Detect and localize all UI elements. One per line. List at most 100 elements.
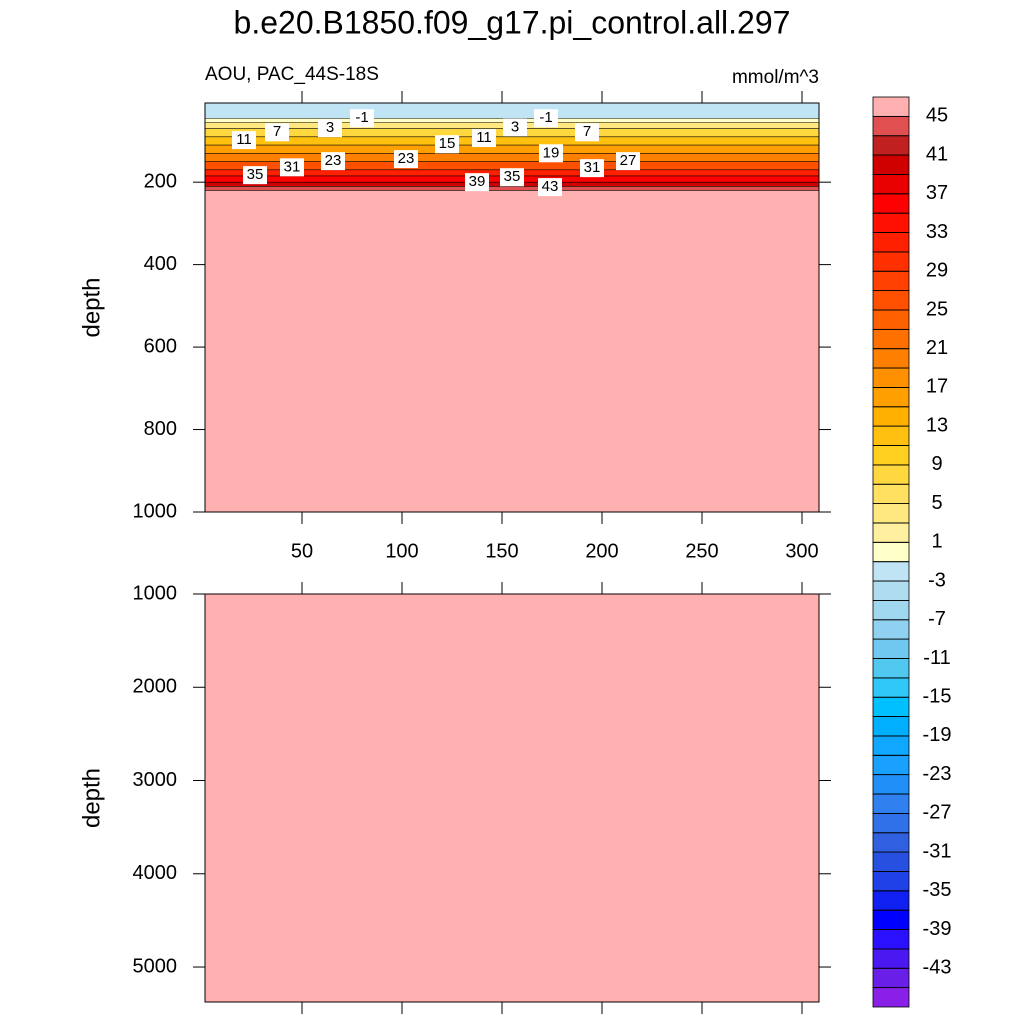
y-tick-label: 1000 xyxy=(133,582,178,604)
contour-band xyxy=(205,594,819,1002)
y-tick-label: 2000 xyxy=(133,676,178,698)
chart-title: b.e20.B1850.f09_g17.pi_control.all.297 xyxy=(234,4,791,40)
colorbar-box xyxy=(872,793,910,814)
colorbar-label: -7 xyxy=(928,608,946,630)
colorbar-box xyxy=(872,832,910,853)
plot-frame xyxy=(204,593,820,1003)
colorbar-box xyxy=(872,774,910,795)
x-tick-label: 300 xyxy=(785,540,818,562)
colorbar-label: 45 xyxy=(926,105,948,127)
colorbar-label: -35 xyxy=(923,879,952,901)
contour-label: 27 xyxy=(616,152,640,171)
colorbar-box xyxy=(872,348,910,369)
colorbar-box xyxy=(872,309,910,330)
colorbar-box xyxy=(872,638,910,659)
colorbar-label: 9 xyxy=(931,453,942,475)
contour-label-box xyxy=(539,144,563,163)
contour-label: 23 xyxy=(321,152,345,171)
colorbar-box xyxy=(872,541,910,563)
contour-label-box xyxy=(265,123,289,142)
colorbar-label: 41 xyxy=(926,143,948,165)
y-tick-label: 600 xyxy=(144,335,177,357)
y-tick-label: 1000 xyxy=(133,500,178,522)
plot-area xyxy=(205,594,819,1002)
colorbar-box xyxy=(872,174,910,195)
contour-label-text: 27 xyxy=(620,152,637,169)
contour-label-text: 31 xyxy=(284,158,301,175)
colorbar-box xyxy=(872,754,910,776)
contour-label-box xyxy=(394,150,418,169)
contour-label-box xyxy=(575,123,599,142)
y-tick-label: 4000 xyxy=(133,862,178,884)
contour-label: 31 xyxy=(580,159,604,178)
contour-label: 7 xyxy=(575,123,599,142)
contour-label-box xyxy=(472,129,496,148)
colorbar-box xyxy=(872,464,910,485)
contour-label-box xyxy=(465,173,489,192)
contour-band xyxy=(205,153,819,162)
contour-band xyxy=(205,145,819,154)
contour-label-box xyxy=(616,152,640,171)
contour-label-text: 7 xyxy=(583,123,591,140)
colorbar-box xyxy=(872,483,910,504)
contour-label-text: 3 xyxy=(326,119,334,136)
colorbar-label: -19 xyxy=(923,724,952,746)
contour-label: 35 xyxy=(500,168,524,187)
contour-label: 3 xyxy=(318,119,342,138)
colorbar-box xyxy=(872,193,910,214)
contour-label-text: 15 xyxy=(439,135,456,152)
contour-label: 43 xyxy=(538,178,562,197)
colorbar-label: 13 xyxy=(926,414,948,436)
colorbar-box xyxy=(872,135,910,156)
contour-label: 39 xyxy=(465,173,489,192)
colorbar-box xyxy=(872,115,910,137)
colorbar-box xyxy=(872,232,910,253)
colorbar-label: -11 xyxy=(923,647,950,669)
colorbar-box xyxy=(872,445,910,466)
colorbar-label: -15 xyxy=(923,685,952,707)
y-tick-label: 400 xyxy=(144,253,177,275)
colorbar-label: -31 xyxy=(923,840,952,862)
colorbar-label: 5 xyxy=(931,492,942,514)
plot-frame xyxy=(204,102,820,513)
contour-label: 19 xyxy=(539,144,563,163)
contour-label: 3 xyxy=(503,118,527,137)
y-axis-label: depth xyxy=(78,277,105,337)
colorbar-box xyxy=(872,851,910,872)
contour-label-text: -1 xyxy=(355,109,368,126)
y-tick-label: 800 xyxy=(144,418,177,440)
contour-label: 23 xyxy=(394,150,418,169)
x-tick-label: 100 xyxy=(385,540,418,562)
colorbar-label: 37 xyxy=(926,182,948,204)
contour-label-box xyxy=(243,166,267,185)
colorbar-box xyxy=(872,580,910,601)
colorbar-label: -27 xyxy=(923,802,952,824)
colorbar-box xyxy=(872,425,910,446)
contour-label-box xyxy=(232,131,256,150)
contour-label-box xyxy=(435,135,459,154)
colorbar-box xyxy=(872,948,910,969)
colorbar-box xyxy=(872,735,910,756)
contour-label: 11 xyxy=(232,131,256,150)
contour-band xyxy=(205,136,819,146)
contour-label-text: 31 xyxy=(584,159,601,176)
colorbar-label: -43 xyxy=(923,957,952,979)
colorbar-box xyxy=(872,154,910,175)
colorbar-box xyxy=(872,406,910,427)
contour-label-box xyxy=(350,109,374,128)
colorbar-box xyxy=(872,967,910,989)
contour-label: 11 xyxy=(472,129,496,148)
contour-label: 35 xyxy=(243,166,267,185)
colorbar-label: -23 xyxy=(923,763,952,785)
colorbar-box xyxy=(872,503,910,524)
colorbar-box xyxy=(872,522,910,543)
x-tick-label: 50 xyxy=(291,540,313,562)
colorbar-box xyxy=(872,251,910,272)
contour-label-box xyxy=(318,119,342,138)
colorbar-box xyxy=(872,212,910,233)
contour-label-text: 35 xyxy=(247,166,264,183)
colorbar-box xyxy=(872,367,910,388)
colorbar-box xyxy=(872,812,910,834)
colorbar-box xyxy=(872,696,910,717)
colorbar-box xyxy=(872,677,910,698)
